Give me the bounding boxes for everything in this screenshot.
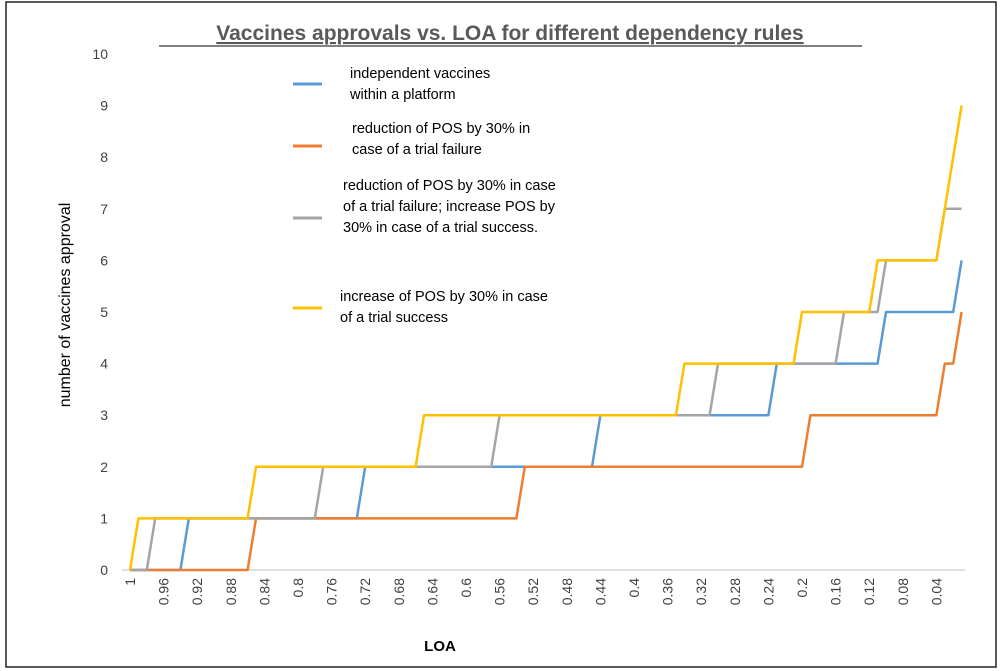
legend-label: independent vaccines within a platform xyxy=(350,66,491,103)
x-tick-label: 0.36 xyxy=(660,578,676,605)
y-tick-label: 10 xyxy=(92,46,108,62)
legend-label: increase of POS by 30% in case of a tria… xyxy=(340,289,548,326)
x-tick-label: 0.28 xyxy=(727,578,743,605)
series-line xyxy=(128,105,963,571)
x-tick-label: 0.56 xyxy=(492,578,508,605)
x-tick-label: 0.32 xyxy=(693,578,709,605)
y-tick-label: 6 xyxy=(100,252,108,268)
y-tick-label: 7 xyxy=(100,201,108,217)
x-tick-label: 0.96 xyxy=(156,578,172,605)
x-tick-label: 0.92 xyxy=(189,578,205,605)
x-tick-label: 1 xyxy=(122,578,138,586)
chart-title: Vaccines approvals vs. LOA for different… xyxy=(216,22,803,45)
x-tick-label: 0.64 xyxy=(424,578,440,605)
x-tick-label: 0.4 xyxy=(626,578,642,598)
y-tick-label: 8 xyxy=(100,149,108,165)
y-tick-label: 0 xyxy=(100,562,108,578)
x-tick-label: 0.04 xyxy=(928,578,944,605)
legend-label: reduction of POS by 30% in case of a tri… xyxy=(352,121,531,158)
x-tick-label: 0.24 xyxy=(760,578,776,605)
x-tick-label: 0.44 xyxy=(592,578,608,605)
y-tick-label: 1 xyxy=(100,510,108,526)
x-tick-label: 0.84 xyxy=(256,578,272,605)
y-tick-label: 9 xyxy=(100,98,108,114)
x-tick-label: 0.68 xyxy=(391,578,407,605)
x-tick-label: 0.52 xyxy=(525,578,541,605)
y-tick-label: 4 xyxy=(100,356,108,372)
x-tick-label: 0.8 xyxy=(290,578,306,598)
y-tick-label: 2 xyxy=(100,459,108,475)
x-axis-label: LOA xyxy=(424,638,456,655)
x-tick-label: 0.76 xyxy=(324,578,340,605)
y-tick-label: 5 xyxy=(100,304,108,320)
x-tick-label: 0.2 xyxy=(794,578,810,598)
y-axis-label: number of vaccines approval xyxy=(57,203,74,408)
x-tick-label: 0.6 xyxy=(458,578,474,598)
x-tick-label: 0.48 xyxy=(559,578,575,605)
y-tick-label: 3 xyxy=(100,407,108,423)
x-tick-label: 0.72 xyxy=(357,578,373,605)
x-tick-label: 0.16 xyxy=(828,578,844,605)
x-tick-label: 0.08 xyxy=(895,578,911,605)
chart-frame xyxy=(5,1,997,668)
x-tick-label: 0.88 xyxy=(223,578,239,605)
x-tick-label: 0.12 xyxy=(861,578,877,605)
legend-label: reduction of POS by 30% in case of a tri… xyxy=(343,178,556,236)
